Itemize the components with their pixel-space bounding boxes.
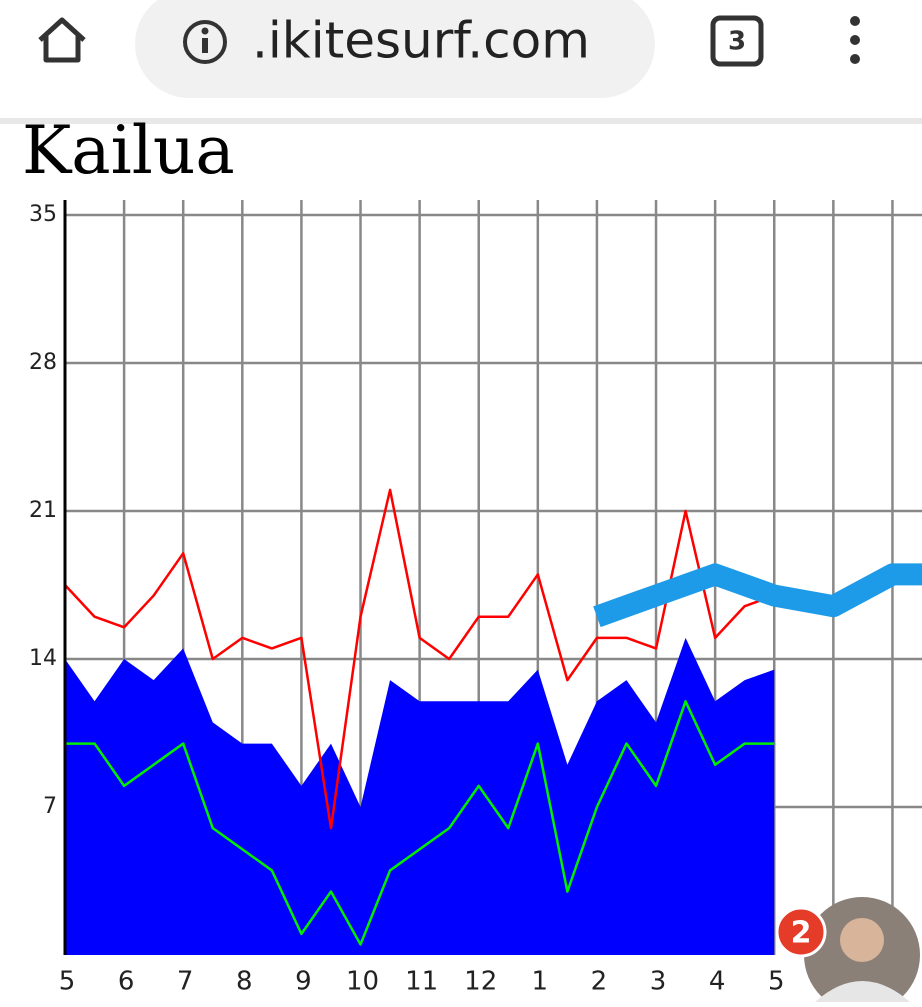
x-tick-label: 1 [532, 967, 549, 997]
chat-head[interactable]: 2 [775, 897, 920, 1007]
tab-count: 3 [728, 27, 746, 57]
x-tick-label: 12 [464, 967, 497, 997]
y-tick-label: 14 [29, 646, 57, 671]
line-series [65, 700, 775, 946]
y-tick-label: 21 [29, 498, 57, 523]
tab-switcher[interactable] [710, 15, 764, 67]
x-tick-label: 5 [59, 967, 76, 997]
x-tick-label: 11 [405, 967, 438, 997]
y-tick-label: 35 [29, 202, 57, 227]
badge [775, 906, 827, 958]
menu-button[interactable] [850, 16, 860, 64]
x-tick-label: 8 [236, 967, 253, 997]
toolbar-shadow [0, 118, 922, 124]
url-text: .ikitesurf.com [252, 12, 590, 70]
badge-count: 2 [791, 916, 812, 951]
avatar-face [840, 918, 884, 962]
plot-area [65, 200, 922, 955]
x-tick-label: 3 [650, 967, 667, 997]
x-tick-label: 2 [591, 967, 608, 997]
x-tick-label: 10 [346, 967, 379, 997]
y-tick-label: 28 [29, 350, 57, 375]
area-series [65, 637, 775, 955]
y-tick-label: 7 [43, 794, 57, 819]
forecast-band [593, 563, 922, 628]
x-tick-label: 9 [295, 967, 312, 997]
x-tick-label: 4 [709, 967, 726, 997]
x-tick-label: 5 [768, 967, 785, 997]
line-series [65, 488, 775, 830]
info-icon[interactable] [183, 20, 227, 64]
avatar-shirt [815, 981, 910, 1002]
url-bar[interactable] [135, 0, 655, 98]
info-icon-stem [202, 38, 208, 53]
home-button[interactable] [38, 17, 86, 63]
page-title: Kailua [22, 112, 235, 189]
x-tick-label: 7 [177, 967, 194, 997]
info-icon-dot [201, 27, 209, 35]
x-tick-label: 6 [118, 967, 135, 997]
